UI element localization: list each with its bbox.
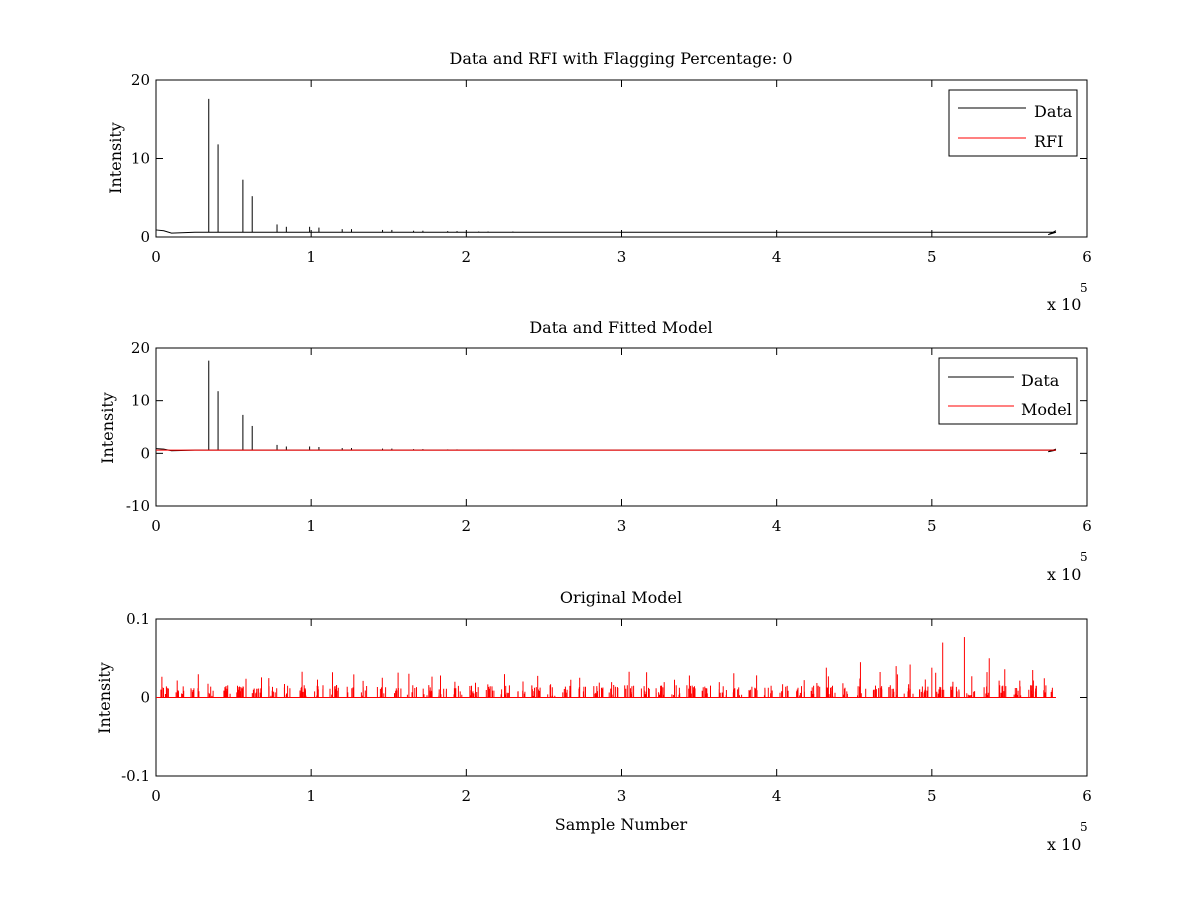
legend-rfi-label: RFI bbox=[1034, 132, 1063, 151]
data-baseline-line bbox=[155, 229, 1057, 236]
x-tick-label: 6 bbox=[1082, 787, 1092, 805]
x-tick-label: 4 bbox=[772, 248, 782, 266]
x-tick-label: 3 bbox=[617, 517, 627, 535]
x-tick-label: 2 bbox=[462, 787, 472, 805]
x-tick-label: 0 bbox=[151, 517, 161, 535]
legend-data-label: Data bbox=[1034, 102, 1073, 121]
x-tick-label: 0 bbox=[151, 248, 161, 266]
x-tick-label: 1 bbox=[306, 248, 316, 266]
panel-1-axes-box bbox=[155, 79, 1088, 238]
panel-2-legend-box bbox=[938, 357, 1078, 425]
y-tick-label: 0.1 bbox=[126, 610, 150, 628]
panel-3-ylabel: Intensity bbox=[95, 662, 114, 734]
panel-2-traces bbox=[155, 360, 1057, 453]
x-tick-label: 2 bbox=[462, 517, 472, 535]
x-tick-label: 3 bbox=[617, 787, 627, 805]
y-tick-label: 20 bbox=[131, 71, 150, 89]
y-tick-label: 10 bbox=[131, 392, 150, 410]
x-tick-label: 5 bbox=[927, 787, 937, 805]
x-tick-label: 2 bbox=[462, 248, 472, 266]
y-tick-label: 10 bbox=[131, 150, 150, 168]
x-tick-label: 1 bbox=[306, 787, 316, 805]
panel-3-x-multiplier: x 10 bbox=[1047, 835, 1081, 854]
x-tick-label: 6 bbox=[1082, 248, 1092, 266]
y-tick-label: 0 bbox=[140, 444, 150, 462]
y-tick-label: 0 bbox=[140, 228, 150, 246]
panel-2-axes-box bbox=[155, 347, 1088, 507]
panel-3-title: Original Model bbox=[560, 588, 682, 607]
model-spikes bbox=[160, 671, 1053, 698]
panel-3-x-exponent: 5 bbox=[1080, 820, 1088, 834]
y-tick-label: 20 bbox=[131, 339, 150, 357]
panel-3-traces bbox=[156, 637, 1056, 698]
legend-model-label: Model bbox=[1021, 400, 1072, 419]
panel-2-title: Data and Fitted Model bbox=[529, 318, 712, 337]
x-tick-label: 1 bbox=[306, 517, 316, 535]
x-tick-label: 5 bbox=[927, 517, 937, 535]
panel-1-legend: Data RFI bbox=[948, 89, 1078, 157]
panel-2-x-exponent: 5 bbox=[1080, 550, 1088, 564]
panel-1-title: Data and RFI with Flagging Percentage: 0 bbox=[449, 49, 792, 68]
panel-3-x-ticks: 0 1 2 3 4 5 6 bbox=[151, 619, 1092, 805]
panel-2-y-ticks: -10 0 10 20 bbox=[126, 339, 1087, 515]
panel-1-traces bbox=[155, 98, 1057, 236]
legend-data-label: Data bbox=[1021, 371, 1060, 390]
panel-1-x-exponent: 5 bbox=[1080, 281, 1088, 295]
panel-3-y-ticks: -0.1 0 0.1 bbox=[121, 610, 1087, 785]
panel-data-rfi: Data and RFI with Flagging Percentage: 0… bbox=[106, 49, 1092, 314]
panel-1-x-ticks: 0 1 2 3 4 5 6 bbox=[151, 80, 1092, 266]
x-tick-label: 6 bbox=[1082, 517, 1092, 535]
panel-2-x-ticks: 0 1 2 3 4 5 6 bbox=[151, 348, 1092, 535]
y-tick-label: 0 bbox=[140, 689, 150, 707]
y-tick-label: -10 bbox=[126, 497, 150, 515]
panel-2-ylabel: Intensity bbox=[98, 392, 117, 464]
panel-1-legend-box bbox=[948, 89, 1078, 157]
x-tick-label: 5 bbox=[927, 248, 937, 266]
x-tick-label: 4 bbox=[772, 787, 782, 805]
panel-2-legend: Data Model bbox=[938, 357, 1078, 425]
panel-2-x-multiplier: x 10 bbox=[1047, 565, 1081, 584]
panel-3-xlabel: Sample Number bbox=[555, 815, 688, 834]
panel-1-ylabel: Intensity bbox=[106, 122, 125, 194]
x-tick-label: 3 bbox=[617, 248, 627, 266]
x-tick-label: 0 bbox=[151, 787, 161, 805]
panel-1-x-multiplier: x 10 bbox=[1047, 295, 1081, 314]
panel-1-y-ticks: 0 10 20 bbox=[131, 71, 1087, 246]
x-tick-label: 4 bbox=[772, 517, 782, 535]
y-tick-label: -0.1 bbox=[121, 767, 150, 785]
